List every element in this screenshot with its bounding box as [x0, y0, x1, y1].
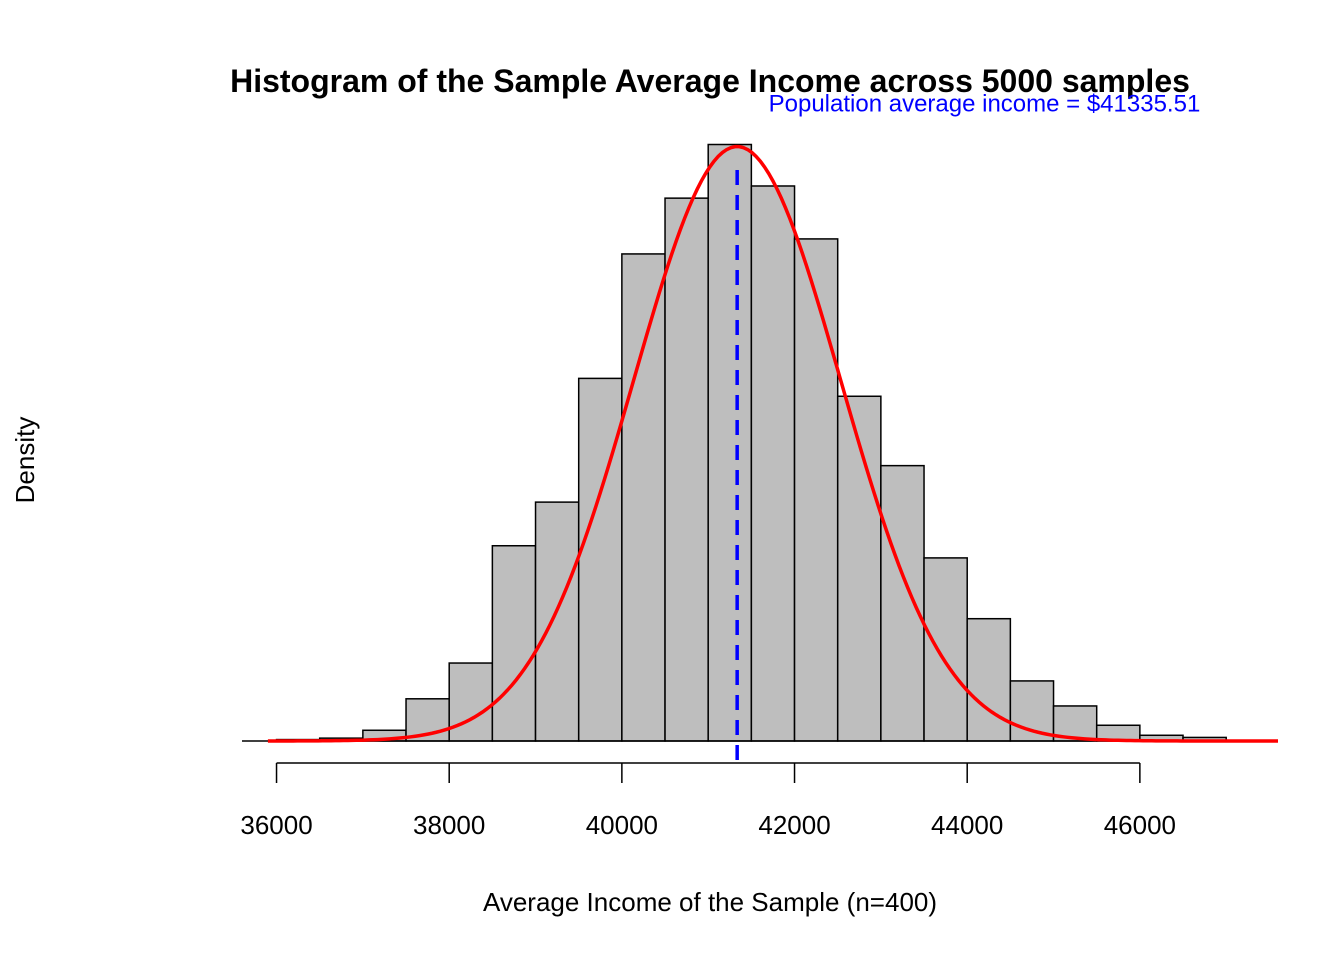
x-axis-label: Average Income of the Sample (n=400) — [483, 887, 937, 917]
chart-title: Histogram of the Sample Average Income a… — [230, 63, 1190, 99]
x-tick-label: 44000 — [931, 810, 1003, 840]
x-axis: 36000 38000 40000 42000 44000 46000 — [240, 762, 1176, 840]
histogram-bar — [448, 662, 494, 742]
histogram-bar — [664, 197, 709, 742]
x-tick-label: 38000 — [413, 810, 485, 840]
histogram-bar — [750, 185, 796, 742]
histogram-bar — [707, 143, 753, 742]
y-axis-label: Density — [10, 417, 40, 504]
histogram-bar — [923, 557, 968, 742]
histogram-bar — [491, 544, 537, 742]
histogram-bar — [793, 238, 839, 742]
density-curve — [267, 144, 1278, 743]
annotations: Population average income = $41335.51 — [769, 91, 1201, 118]
histogram-bar — [621, 253, 666, 742]
x-tick-label: 36000 — [240, 810, 312, 840]
x-tick-label: 42000 — [758, 810, 830, 840]
x-tick-label: 46000 — [1104, 810, 1176, 840]
histogram-bar — [880, 464, 925, 742]
histogram-bar — [966, 617, 1012, 742]
histogram-bar — [577, 377, 623, 742]
x-tick-label: 40000 — [586, 810, 658, 840]
histogram-bars — [275, 143, 1227, 742]
histogram-bar — [534, 501, 580, 742]
population-average-annotation: Population average income = $41335.51 — [769, 91, 1201, 118]
